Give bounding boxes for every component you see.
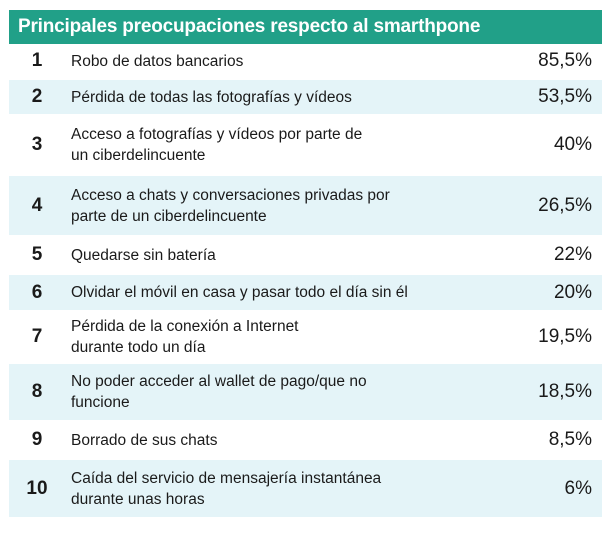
percentage: 19,5%: [538, 326, 592, 347]
concern-text: Acceso a fotografías y vídeos por parte …: [65, 124, 492, 166]
rank-number: 3: [31, 134, 43, 155]
concern-line: Robo de datos bancarios: [71, 52, 244, 70]
concern-line: durante unas horas: [71, 490, 205, 508]
concern-text: Quedarse sin batería: [65, 245, 492, 266]
table-row: 5 Quedarse sin batería 22%: [9, 237, 602, 275]
concern-text: No poder acceder al wallet de pago/que n…: [65, 371, 492, 413]
percentage: 18,5%: [538, 381, 592, 402]
concern-line: Borrado de sus chats: [71, 431, 218, 449]
rank-number: 1: [31, 50, 43, 71]
concern-line: Acceso a chats y conversaciones privadas…: [71, 186, 390, 204]
percentage: 6%: [564, 477, 592, 499]
table-row: 1 Robo de datos bancarios 85,5%: [9, 44, 602, 80]
concern-line: funcione: [71, 394, 130, 411]
table-title: Principales preocupaciones respecto al s…: [9, 10, 602, 44]
ranking-table: Principales preocupaciones respecto al s…: [9, 10, 602, 519]
percentage: 20%: [553, 281, 592, 303]
concern-line: Pérdida de la conexión a Internet: [71, 318, 299, 335]
percentage: 8,5%: [548, 429, 592, 450]
table-row: 10 Caída del servicio de mensajería inst…: [9, 460, 602, 519]
table-row: 2 Pérdida de todas las fotografías y víd…: [9, 80, 602, 116]
table-row: 6 Olvidar el móvil en casa y pasar todo …: [9, 275, 602, 312]
table-row: 4 Acceso a chats y conversaciones privad…: [9, 176, 602, 237]
percentage: 85,5%: [538, 50, 592, 71]
concern-line: un ciberdelincuente: [71, 147, 206, 164]
concern-text: Borrado de sus chats: [65, 430, 492, 451]
concern-text: Caída del servicio de mensajería instant…: [65, 468, 492, 510]
concern-text: Robo de datos bancarios: [65, 51, 492, 72]
table-row: 9 Borrado de sus chats 8,5%: [9, 422, 602, 460]
concern-text: Acceso a chats y conversaciones privadas…: [65, 185, 492, 227]
concern-line: Quedarse sin batería: [71, 246, 216, 264]
concern-line: parte de un ciberdelincuente: [71, 207, 267, 225]
percentage: 53,5%: [538, 86, 592, 107]
rank-number: 4: [31, 194, 43, 216]
rank-number: 7: [31, 326, 43, 347]
percentage: 40%: [553, 134, 592, 155]
concern-line: Acceso a fotografías y vídeos por parte …: [71, 126, 363, 143]
rank-number: 5: [31, 244, 43, 265]
concern-text: Olvidar el móvil en casa y pasar todo el…: [65, 282, 492, 303]
rank-number: 10: [26, 477, 48, 499]
concern-text: Pérdida de todas las fotografías y vídeo…: [65, 87, 492, 108]
rank-number: 9: [31, 429, 43, 450]
concern-text: Pérdida de la conexión a Internet durant…: [65, 316, 492, 358]
table-row: 3 Acceso a fotografías y vídeos por part…: [9, 116, 602, 176]
concern-line: durante todo un día: [71, 339, 206, 356]
rank-number: 2: [31, 86, 43, 107]
concern-line: Olvidar el móvil en casa y pasar todo el…: [71, 284, 408, 301]
rank-number: 8: [31, 381, 43, 402]
rank-number: 6: [31, 281, 43, 303]
percentage: 26,5%: [538, 194, 592, 216]
table-row: 7 Pérdida de la conexión a Internet dura…: [9, 312, 602, 364]
table-row: 8 No poder acceder al wallet de pago/que…: [9, 364, 602, 422]
concern-line: Pérdida de todas las fotografías y vídeo…: [71, 88, 352, 106]
concern-line: No poder acceder al wallet de pago/que n…: [71, 373, 367, 390]
concern-line: Caída del servicio de mensajería instant…: [71, 469, 382, 487]
percentage: 22%: [553, 244, 592, 265]
